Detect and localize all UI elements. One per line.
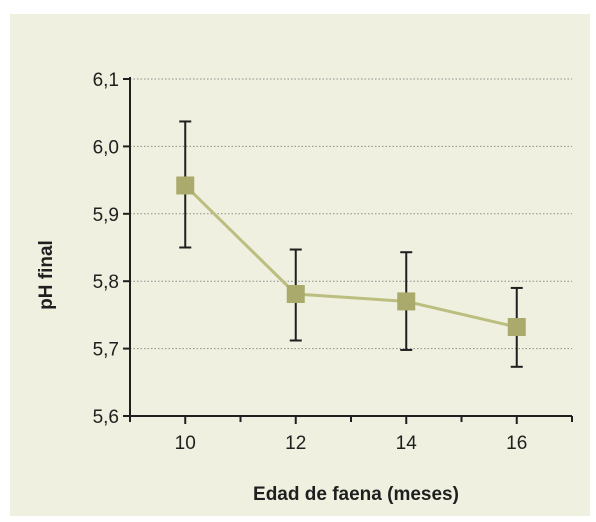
y-axis-ticks: 5,6 5,7 5,8 5,9 6,0 6,1 <box>93 70 130 428</box>
data-point-marker <box>286 285 305 304</box>
x-axis-title: Edad de faena (meses) <box>253 484 459 505</box>
x-tick-label: 12 <box>285 433 306 454</box>
data-points <box>176 176 526 337</box>
series-line <box>184 184 518 329</box>
y-tick-label: 5,7 <box>93 340 119 361</box>
y-tick-label: 5,6 <box>93 407 119 428</box>
y-tick-label: 5,8 <box>93 272 119 293</box>
y-tick-label: 6,0 <box>93 137 119 158</box>
data-point-marker <box>507 318 526 337</box>
x-tick-label: 16 <box>506 433 527 454</box>
grid-lines <box>130 78 572 350</box>
error-bars <box>179 120 523 368</box>
x-tick-label: 14 <box>396 433 418 454</box>
series-lines <box>184 184 518 329</box>
y-tick-label: 5,9 <box>93 205 119 226</box>
data-point-marker <box>397 292 416 311</box>
x-tick-label: 10 <box>175 433 196 454</box>
y-axis-title: pH final <box>36 240 57 310</box>
y-tick-label: 6,1 <box>93 70 119 91</box>
chart-background <box>10 14 590 516</box>
axes <box>129 77 572 417</box>
data-point-marker <box>176 176 195 195</box>
x-axis-ticks: 10 12 14 16 <box>129 416 573 454</box>
